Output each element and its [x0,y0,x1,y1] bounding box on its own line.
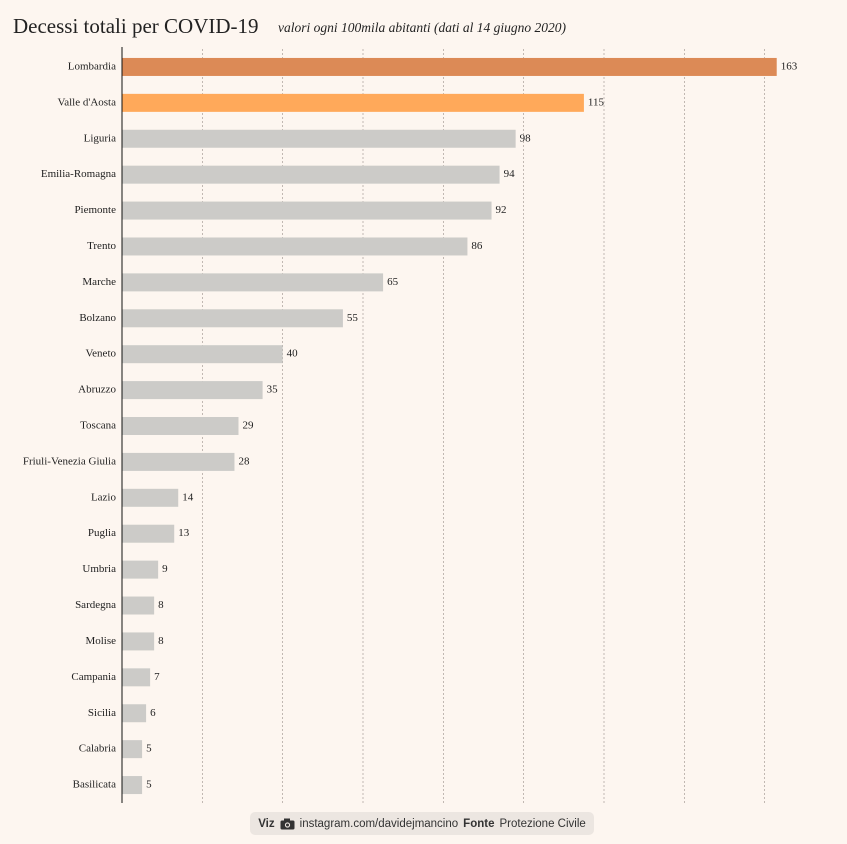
value-label: 13 [178,527,190,539]
viz-label: Viz [258,817,275,830]
y-tick-label: Abruzzo [78,384,116,396]
y-tick-label: Liguria [84,132,116,144]
value-label: 28 [238,455,250,467]
y-tick-label: Campania [71,671,116,683]
y-tick-label: Trento [87,240,116,252]
y-tick-label: Bolzano [79,312,116,324]
value-label: 29 [242,420,254,432]
y-tick-label: Basilicata [73,779,116,791]
bar [122,57,777,76]
value-label: 5 [146,743,152,755]
bar [122,273,384,292]
bar [122,165,500,184]
value-label: 65 [387,276,399,288]
bar [122,668,151,687]
value-label: 55 [347,312,359,324]
bar [122,381,263,400]
value-label: 40 [287,348,299,360]
bar [122,776,143,795]
value-label: 8 [158,599,164,611]
y-tick-label: Molise [85,635,116,647]
bar [122,201,492,220]
y-tick-label: Emilia-Romagna [41,168,116,180]
y-tick-label: Calabria [79,743,116,755]
value-label: 115 [588,96,605,108]
bar [122,237,468,256]
value-label: 14 [182,491,194,503]
y-tick-label: Veneto [85,348,116,360]
y-tick-label: Valle d'Aosta [58,96,117,108]
y-tick-label: Lazio [91,491,117,503]
value-label: 35 [267,384,279,396]
value-label: 86 [471,240,483,252]
bar [122,309,343,328]
chart-subtitle: valori ogni 100mila abitanti (dati al 14… [278,20,567,35]
value-label: 94 [504,168,515,180]
chart-title: Decessi totali per COVID-19 [13,14,259,38]
y-tick-label: Toscana [80,420,116,432]
value-label: 163 [781,60,798,72]
y-tick-label: Puglia [88,527,116,539]
bar [122,488,179,507]
bar [122,596,155,615]
y-tick-label: Sicilia [88,707,116,719]
y-tick-label: Sardegna [75,599,116,611]
y-tick-label: Umbria [82,563,116,575]
y-tick-label: Lombardia [68,60,116,72]
y-tick-label: Friuli-Venezia Giulia [23,455,116,467]
bar [122,632,155,651]
bar [122,704,147,723]
value-label: 5 [146,779,152,791]
camera-icon [280,818,295,829]
source-label: Fonte [463,817,495,830]
value-label: 98 [520,132,532,144]
handle: instagram.com/davidejmancino [299,817,459,830]
bar [122,93,584,112]
bar [122,524,175,543]
bar [122,129,516,148]
bar [122,417,239,435]
footer: Viz instagram.com/davidejmancino Fonte P… [250,812,594,835]
value-label: 9 [162,563,168,575]
source: Protezione Civile [499,817,586,830]
value-label: 6 [150,707,156,719]
y-tick-label: Marche [82,276,116,288]
bar [122,452,235,471]
bar [122,560,159,579]
value-label: 7 [154,671,160,683]
bar [122,740,143,759]
value-label: 92 [496,204,507,216]
y-tick-label: Piemonte [74,204,116,216]
bar [122,345,283,364]
value-label: 8 [158,635,164,647]
